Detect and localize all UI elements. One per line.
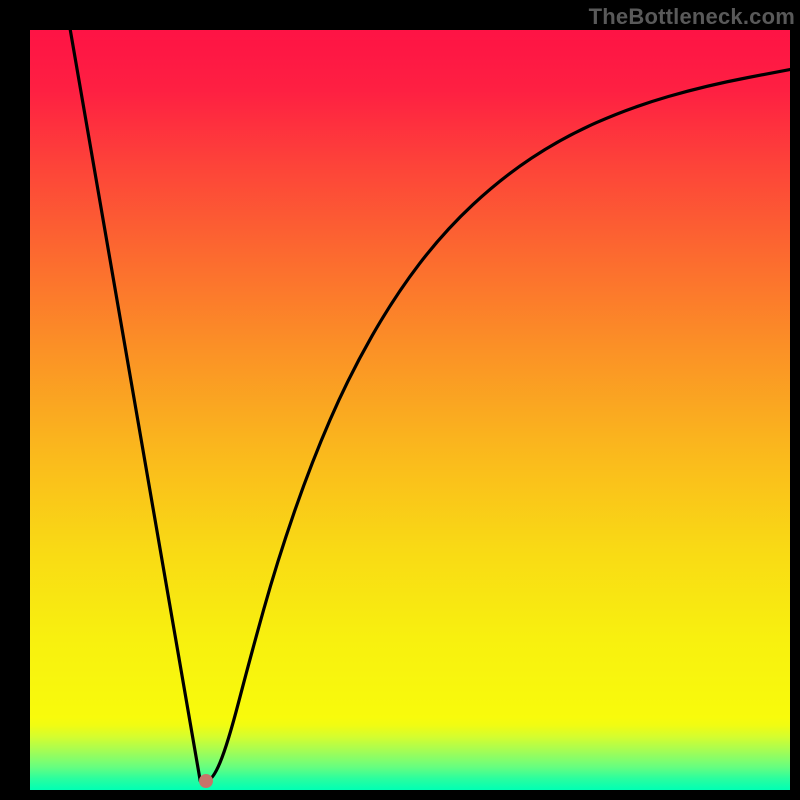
- optimum-marker: [199, 774, 213, 788]
- frame-bottom: [0, 790, 800, 800]
- frame-right: [790, 0, 800, 800]
- frame-left: [0, 0, 30, 800]
- bottleneck-curve: [30, 30, 790, 790]
- watermark-text: TheBottleneck.com: [589, 4, 795, 30]
- plot-area: [30, 30, 790, 790]
